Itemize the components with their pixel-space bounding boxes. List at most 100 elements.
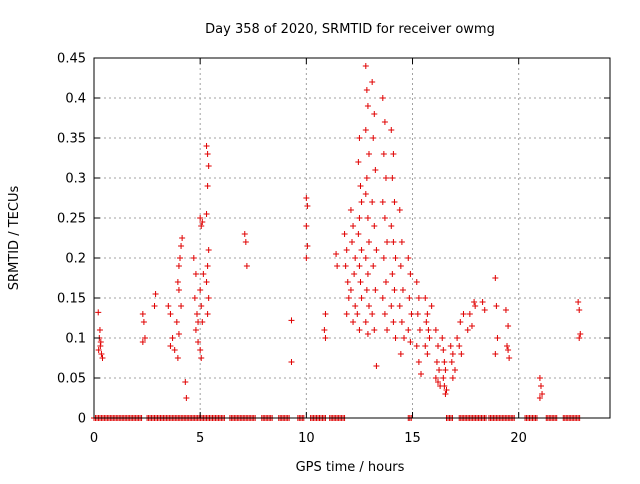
data-point xyxy=(175,287,182,293)
data-point xyxy=(380,151,387,157)
data-point xyxy=(506,355,513,361)
data-point xyxy=(95,309,102,316)
data-point xyxy=(372,167,379,173)
data-point xyxy=(195,339,202,345)
data-point xyxy=(492,275,499,281)
data-point xyxy=(175,263,182,269)
data-point xyxy=(505,347,512,353)
data-point xyxy=(174,279,181,285)
x-tick-label: 15 xyxy=(404,431,421,446)
y-tick-label: 0.3 xyxy=(65,172,86,187)
y-tick-label: 0.2 xyxy=(65,252,86,267)
data-point xyxy=(344,279,351,285)
data-point xyxy=(449,375,456,381)
data-point xyxy=(191,295,198,301)
chart-title: Day 358 of 2020, SRMTID for receiver owm… xyxy=(205,22,495,37)
data-point xyxy=(575,299,582,305)
data-point xyxy=(364,103,371,109)
data-point xyxy=(242,239,249,245)
data-point xyxy=(140,319,147,325)
data-point xyxy=(396,207,403,213)
data-point xyxy=(384,239,391,245)
data-point xyxy=(381,215,388,221)
data-point xyxy=(175,331,182,337)
data-point xyxy=(98,351,105,357)
data-point xyxy=(363,87,370,93)
axis-ticks: 0 0.05 0.1 0.15 0.2 0.25 0.3 0.35 0.4 0.45 0 5 10 15 2… xyxy=(57,52,610,446)
data-point xyxy=(424,351,431,357)
x-tick-label: 5 xyxy=(196,431,204,446)
data-point xyxy=(198,223,205,229)
data-point xyxy=(379,95,386,101)
data-point xyxy=(406,295,413,301)
data-point xyxy=(464,327,471,333)
data-point xyxy=(392,335,399,341)
data-point xyxy=(422,343,429,349)
data-point xyxy=(99,355,106,361)
data-point xyxy=(440,375,447,381)
data-point xyxy=(471,299,478,305)
data-point xyxy=(342,263,349,269)
data-point xyxy=(200,271,207,277)
data-point xyxy=(192,327,199,333)
data-point xyxy=(370,263,377,269)
data-point xyxy=(358,247,365,253)
data-point xyxy=(303,195,310,201)
y-axis-label: SRMTID / TECUs xyxy=(7,186,22,291)
data-point xyxy=(451,367,458,373)
data-point xyxy=(356,327,363,333)
data-point xyxy=(457,319,464,325)
data-point xyxy=(424,311,431,317)
data-point xyxy=(139,311,146,317)
data-point xyxy=(177,255,183,261)
y-tick-label: 0.4 xyxy=(65,92,86,107)
data-point xyxy=(456,343,463,349)
data-point xyxy=(321,327,328,333)
data-point xyxy=(415,359,422,365)
data-point xyxy=(362,319,369,325)
data-point xyxy=(458,351,465,357)
data-point xyxy=(350,223,357,229)
data-point xyxy=(370,135,377,141)
data-point xyxy=(390,239,397,245)
y-tick-label: 0 xyxy=(78,412,86,427)
y-tick-label: 0.15 xyxy=(57,292,86,307)
data-point xyxy=(179,235,186,241)
y-tick-label: 0.45 xyxy=(57,52,86,67)
data-point xyxy=(536,375,543,381)
data-point xyxy=(388,223,395,229)
data-point xyxy=(447,343,454,349)
data-point xyxy=(441,383,448,389)
data-point xyxy=(426,335,433,341)
data-point xyxy=(322,311,329,317)
data-point xyxy=(349,239,355,245)
data-point xyxy=(577,331,584,337)
data-point xyxy=(357,183,364,189)
data-point xyxy=(481,307,488,313)
data-point xyxy=(468,323,475,329)
data-point xyxy=(436,367,443,373)
data-point xyxy=(199,219,206,225)
data-point xyxy=(466,311,473,317)
data-point xyxy=(384,327,391,333)
data-point xyxy=(408,311,415,317)
data-point xyxy=(173,319,180,325)
data-point xyxy=(365,239,372,245)
data-point xyxy=(442,367,449,373)
data-point xyxy=(174,355,181,361)
data-point xyxy=(536,395,543,401)
data-point xyxy=(494,335,501,341)
data-point xyxy=(381,119,388,125)
data-point xyxy=(363,287,370,293)
data-point xyxy=(369,311,376,317)
data-point xyxy=(345,295,352,301)
data-point xyxy=(392,255,399,261)
data-point xyxy=(204,183,211,189)
data-point xyxy=(205,247,212,253)
x-tick-label: 0 xyxy=(90,431,98,446)
data-point xyxy=(358,199,365,205)
y-tick-label: 0.05 xyxy=(57,372,86,387)
data-point xyxy=(341,231,348,237)
x-tick-label: 10 xyxy=(298,431,315,446)
data-point xyxy=(388,303,395,309)
